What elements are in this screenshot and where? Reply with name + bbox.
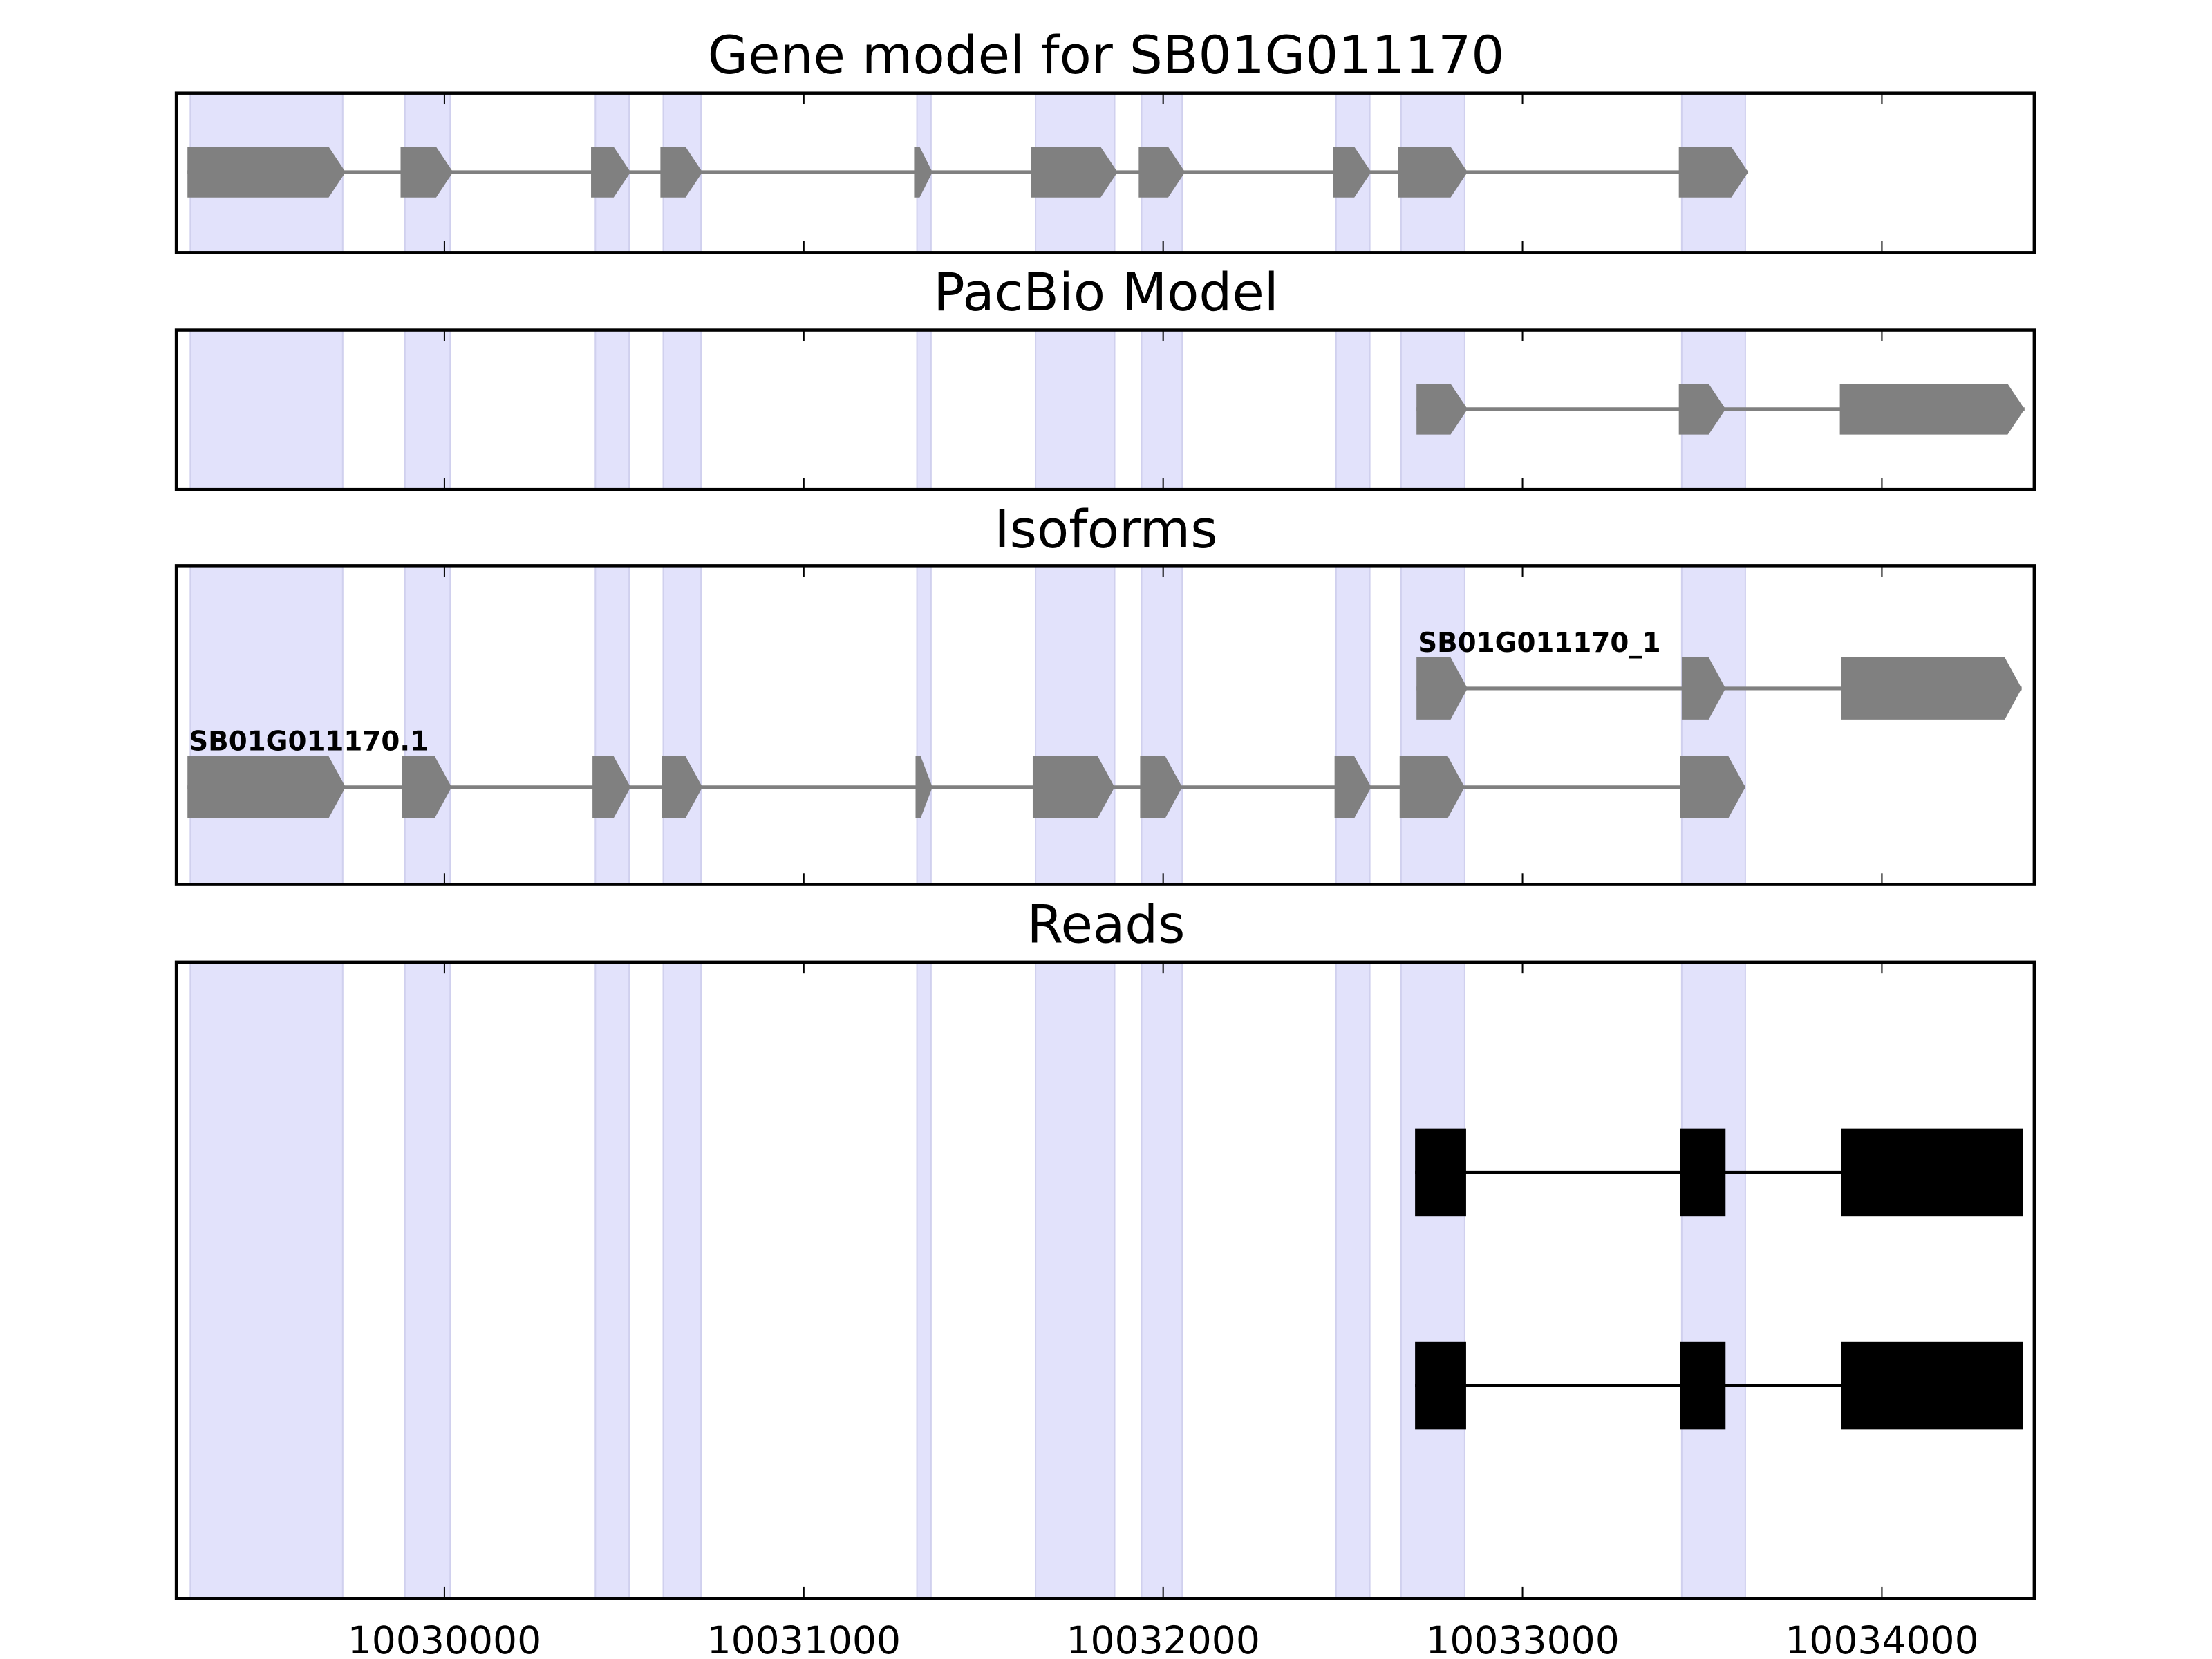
exon-highlight-region (594, 329, 630, 491)
x-tick-label: 10030000 (348, 1618, 541, 1659)
x-tick-label: 10033000 (1425, 1618, 1619, 1659)
exon-highlight-region (189, 565, 344, 885)
x-tick-labels: 10030000 10031000 10032000 10033000 1003… (348, 1618, 1979, 1659)
isoform-label: SB01G011170_1 (1418, 628, 1660, 659)
exon-arrow (1839, 384, 2025, 435)
exon-highlight-region (1680, 961, 1746, 1600)
exon-arrow (592, 756, 631, 818)
x-tick-label: 10032000 (1066, 1618, 1259, 1659)
axes-frame (174, 960, 2036, 1600)
exon-arrow (915, 756, 932, 818)
plot-layer (174, 91, 2036, 1600)
exon-highlight-region (916, 961, 932, 1600)
x-tick-label: 10034000 (1785, 1618, 1978, 1659)
panel-reads: Reads (1027, 894, 1185, 955)
exon-highlight-region (1335, 565, 1371, 885)
exon-highlight-region (1035, 329, 1116, 491)
exon-arrow (660, 147, 703, 198)
panel-title: Gene model for SB01G011170 (708, 25, 1505, 86)
exon-highlight-region (404, 329, 451, 491)
exon-arrow (1333, 147, 1371, 198)
axes (174, 564, 2036, 886)
read-block (1841, 1128, 2023, 1217)
exon-arrow (402, 756, 452, 818)
exon-highlight-region (1335, 329, 1371, 491)
exon-highlight-region (1335, 961, 1371, 1600)
axes (174, 328, 2036, 491)
panel-title: PacBio Model (933, 262, 1279, 323)
exon-arrow (400, 147, 453, 198)
exon-highlight-region (1141, 961, 1183, 1600)
read-block (1680, 1128, 1726, 1217)
exon-highlight-region (1680, 565, 1746, 885)
exon-arrow (1138, 147, 1185, 198)
exon-arrow (187, 756, 346, 818)
axes (174, 960, 2036, 1600)
panel-pacbio-model: PacBio Model (933, 262, 1279, 323)
exon-arrow (1416, 384, 1468, 435)
exon-arrow (1678, 147, 1749, 198)
exon-arrow (1140, 756, 1183, 818)
exon-highlight-region (662, 961, 702, 1600)
exon-highlight-region (916, 565, 932, 885)
exon-highlight-region (1400, 961, 1465, 1600)
exon-highlight-region (662, 329, 702, 491)
read-block (1415, 1341, 1466, 1430)
exon-arrow (1680, 756, 1745, 818)
panel-title: Isoforms (994, 499, 1217, 560)
exon-highlight-region (1035, 565, 1116, 885)
panel-isoforms: Isoforms (994, 499, 1217, 560)
exon-highlight-region (1035, 961, 1116, 1600)
exon-arrow (187, 147, 346, 198)
axes-frame (174, 328, 2036, 491)
exon-arrow (1678, 384, 1726, 435)
exon-highlight-region (404, 565, 451, 885)
exon-arrow (1334, 756, 1371, 818)
read-block (1841, 1341, 2023, 1430)
read-block (1415, 1128, 1466, 1217)
exon-arrow (662, 756, 703, 818)
axes (174, 91, 2036, 254)
panel-title: Reads (1027, 894, 1185, 955)
exon-highlight-region (594, 961, 630, 1600)
isoform-label: SB01G011170.1 (189, 727, 429, 758)
isoform-labels: SB01G011170_1 SB01G011170.1 (189, 628, 1660, 758)
exon-highlight-region (662, 565, 702, 885)
exon-highlight-region (189, 961, 344, 1600)
exon-highlight-region (594, 565, 630, 885)
exon-highlight-region (1141, 565, 1183, 885)
exon-arrow (1031, 147, 1118, 198)
exon-arrow (1841, 657, 2022, 720)
exon-arrow (1032, 756, 1115, 818)
exon-arrow (1681, 657, 1726, 720)
exon-arrow (914, 147, 932, 198)
exon-arrow (1399, 756, 1465, 818)
x-tick-label: 10031000 (707, 1618, 901, 1659)
exon-highlight-region (916, 329, 932, 491)
exon-highlight-region (1400, 565, 1465, 885)
axes-frame (174, 91, 2036, 254)
read-block (1680, 1341, 1726, 1430)
exon-arrow (591, 147, 631, 198)
axes-frame (174, 564, 2036, 886)
exon-arrow (1398, 147, 1468, 198)
exon-highlight-region (1141, 329, 1183, 491)
exon-arrow (1416, 657, 1468, 720)
panel-gene-model: Gene model for SB01G011170 (708, 25, 1505, 86)
exon-highlight-region (189, 329, 344, 491)
exon-highlight-region (404, 961, 451, 1600)
